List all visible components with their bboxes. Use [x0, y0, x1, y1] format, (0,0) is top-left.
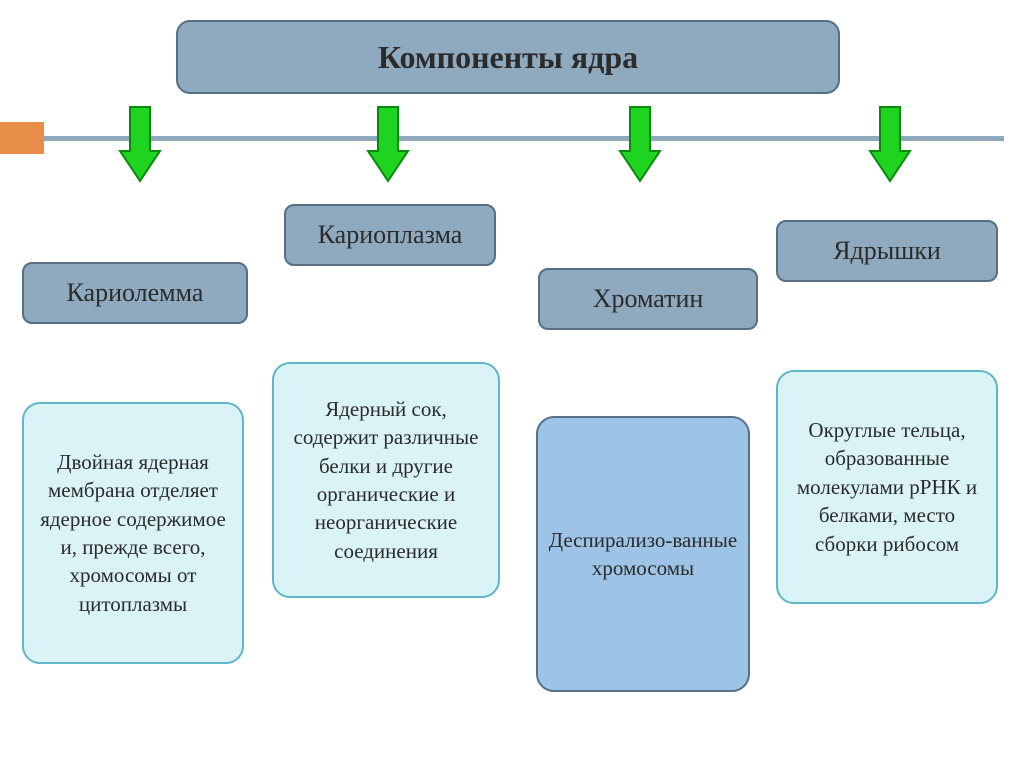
- arrow-icon: [366, 105, 410, 183]
- description-text: Двойная ядерная мембрана отделяет ядерно…: [34, 448, 232, 618]
- arrow-icon: [868, 105, 912, 183]
- description-text: Ядерный сок, содержит различные белки и …: [284, 395, 488, 565]
- description-box: Ядерный сок, содержит различные белки и …: [272, 362, 500, 598]
- component-label: Кариоплазма: [318, 220, 463, 250]
- arrow-icon: [618, 105, 662, 183]
- component-box: Кариоплазма: [284, 204, 496, 266]
- description-box: Деспирализо-ванные хромосомы: [536, 416, 750, 692]
- component-box: Хроматин: [538, 268, 758, 330]
- slide-accent: [0, 122, 44, 154]
- description-box: Двойная ядерная мембрана отделяет ядерно…: [22, 402, 244, 664]
- component-label: Хроматин: [593, 284, 704, 314]
- description-text: Округлые тельца, образованные молекулами…: [788, 416, 986, 558]
- description-text: Деспирализо-ванные хромосомы: [548, 526, 738, 583]
- diagram-title: Компоненты ядра: [176, 20, 840, 94]
- description-box: Округлые тельца, образованные молекулами…: [776, 370, 998, 604]
- component-box: Ядрышки: [776, 220, 998, 282]
- horizontal-divider: [44, 136, 1004, 141]
- diagram-title-text: Компоненты ядра: [378, 39, 638, 76]
- component-box: Кариолемма: [22, 262, 248, 324]
- component-label: Кариолемма: [67, 278, 204, 308]
- arrow-icon: [118, 105, 162, 183]
- component-label: Ядрышки: [833, 236, 941, 266]
